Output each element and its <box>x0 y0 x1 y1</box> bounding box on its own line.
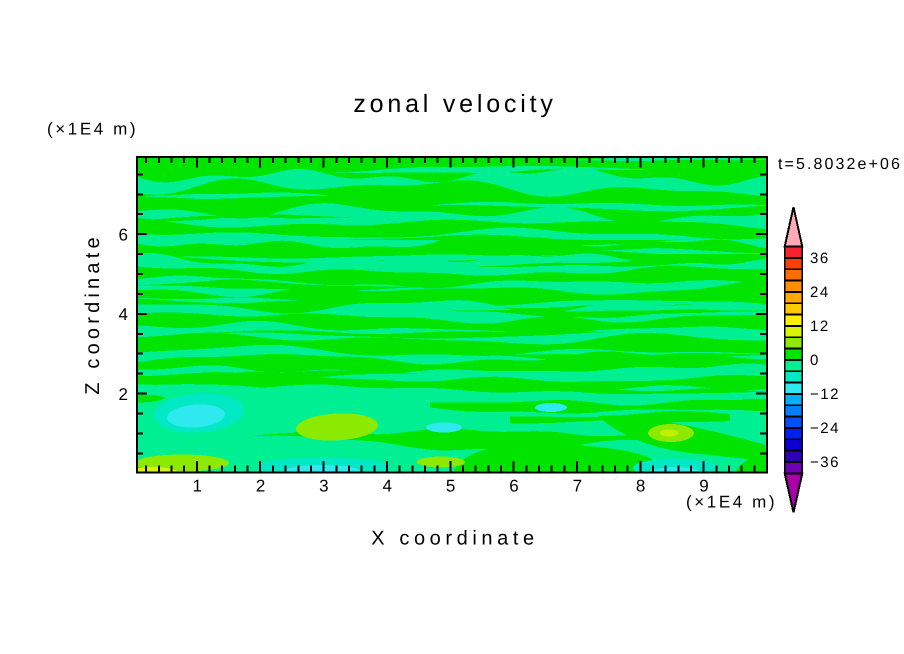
svg-text:3: 3 <box>319 477 328 496</box>
svg-text:zonal velocity: zonal velocity <box>353 90 556 118</box>
svg-text:12: 12 <box>810 318 830 335</box>
svg-text:0: 0 <box>810 352 820 369</box>
svg-text:Z coordinate: Z coordinate <box>82 233 104 395</box>
svg-text:7: 7 <box>573 477 582 496</box>
svg-text:1: 1 <box>192 477 201 496</box>
svg-text:4: 4 <box>382 477 391 496</box>
svg-text:5: 5 <box>446 477 455 496</box>
svg-text:−36: −36 <box>810 454 840 471</box>
svg-text:36: 36 <box>810 250 830 267</box>
svg-text:2: 2 <box>256 477 265 496</box>
svg-text:−12: −12 <box>810 386 840 403</box>
svg-text:−24: −24 <box>810 420 840 437</box>
svg-text:6: 6 <box>509 477 518 496</box>
svg-text:4: 4 <box>119 305 128 324</box>
svg-text:8: 8 <box>636 477 645 496</box>
svg-text:24: 24 <box>810 284 830 301</box>
svg-text:X coordinate: X coordinate <box>371 528 539 550</box>
svg-text:(×1E4 m): (×1E4 m) <box>47 120 138 139</box>
svg-text:(×1E4 m): (×1E4 m) <box>686 493 777 512</box>
svg-text:2: 2 <box>119 385 128 404</box>
svg-text:t=5.8032e+06: t=5.8032e+06 <box>778 156 902 173</box>
svg-text:6: 6 <box>119 226 128 245</box>
svg-text:9: 9 <box>699 477 708 496</box>
